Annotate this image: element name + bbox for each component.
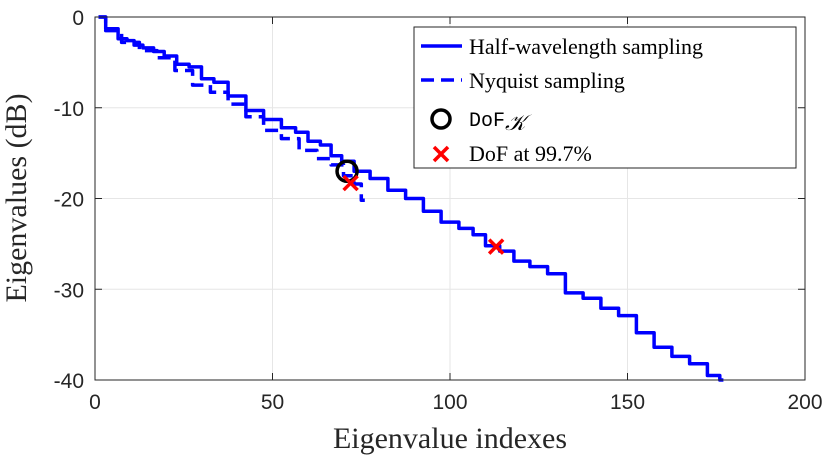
legend-label-half-wavelength: Half-wavelength sampling [469, 34, 703, 59]
legend-box [413, 26, 797, 169]
x-tick-label: 150 [610, 391, 645, 414]
y-tick-label: -30 [54, 279, 84, 302]
legend-x-marker-icon [432, 145, 450, 163]
series-half-wavelength-line [98, 15, 724, 382]
markers-group [335, 159, 505, 255]
x-axis-label: Eigenvalue indexes [333, 422, 567, 455]
y-tick-label: 0 [72, 7, 84, 30]
cross-stroke [342, 174, 359, 192]
cross-stroke [487, 238, 505, 255]
legend-label-dof-997: DoF at 99.7% [469, 141, 592, 166]
x-tick-label: 0 [89, 391, 101, 414]
ticks-group: 0 50 100 150 200 0 -10 -20 -30 -40 [54, 7, 823, 414]
x-tick-label: 200 [787, 391, 822, 414]
x-tick-label: 50 [261, 391, 284, 414]
y-tick-label: -40 [54, 370, 84, 393]
legend-label-nyquist: Nyquist sampling [469, 68, 625, 93]
marker-dof-997-cross [487, 238, 505, 255]
marker-dof-997-cross [342, 174, 359, 192]
y-axis-label: Eigenvalues (dB) [0, 93, 33, 302]
legend-label-dof-k: DoF𝒦 [469, 110, 532, 135]
legend: Half-wavelength sampling Nyquist samplin… [413, 26, 797, 169]
y-tick-label: -10 [54, 98, 84, 121]
x-tick-label: 100 [432, 391, 467, 414]
y-tick-label: -20 [54, 189, 84, 212]
legend-circle-marker-icon [430, 108, 452, 130]
